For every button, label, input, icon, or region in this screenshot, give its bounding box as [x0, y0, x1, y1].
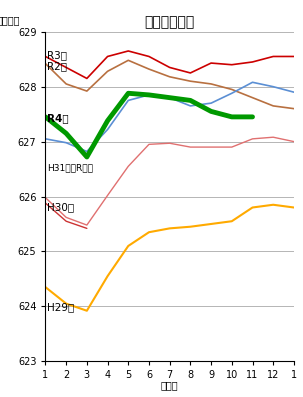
- Text: R3年: R3年: [47, 50, 67, 60]
- Text: H30年: H30年: [47, 202, 74, 212]
- Text: R4年: R4年: [47, 113, 69, 123]
- Text: H29年: H29年: [47, 303, 74, 312]
- Text: R2年: R2年: [47, 61, 67, 71]
- X-axis label: （月）: （月）: [161, 380, 178, 390]
- Title: 月別人口推移: 月別人口推移: [145, 15, 195, 29]
- Text: H31年・R元年: H31年・R元年: [47, 164, 93, 172]
- Y-axis label: （万人）: （万人）: [0, 15, 20, 25]
